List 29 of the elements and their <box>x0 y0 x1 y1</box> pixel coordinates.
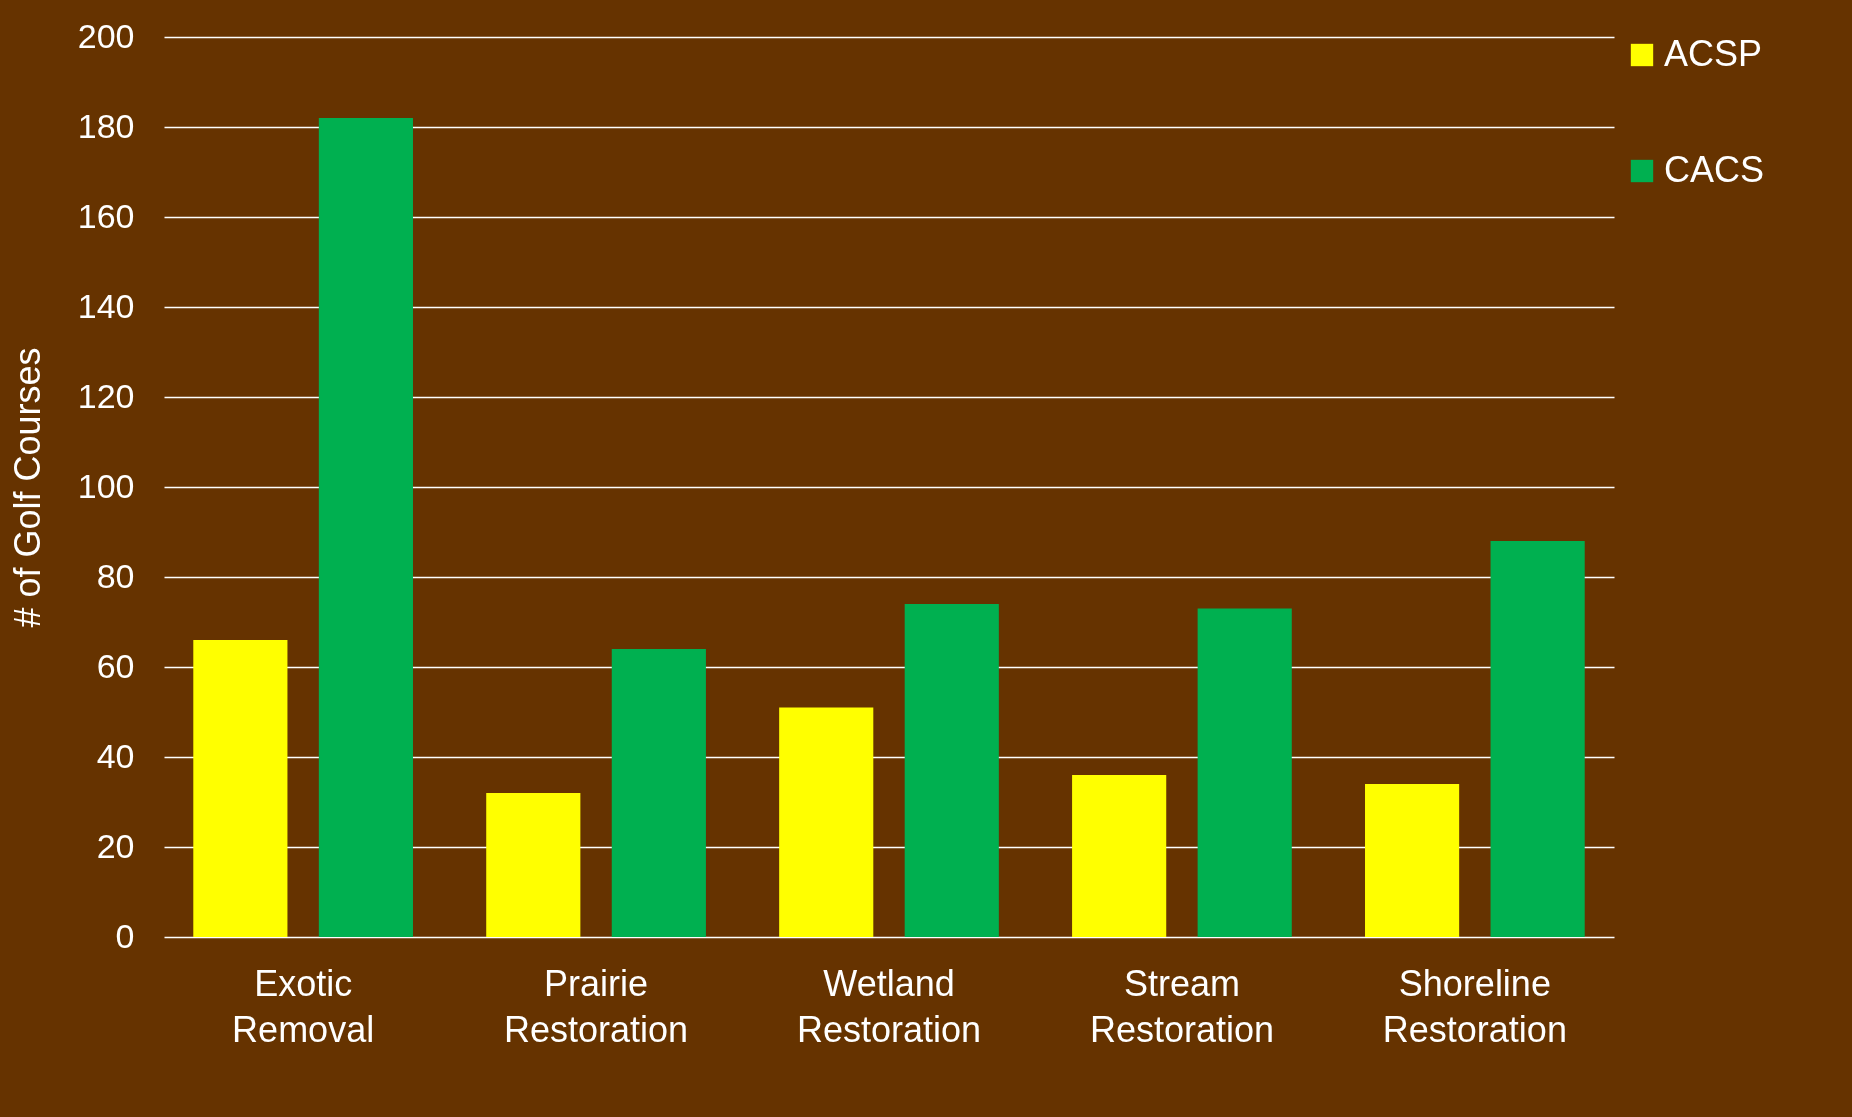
y-tick-label: 180 <box>77 106 135 145</box>
bar <box>1197 608 1292 937</box>
bar <box>611 649 706 937</box>
y-tick-label: 160 <box>77 196 135 235</box>
x-tick-label: Wetland Restoration <box>796 962 982 1050</box>
x-tick-label: Stream Restoration <box>1089 962 1274 1050</box>
y-tick-label: 20 <box>96 826 135 865</box>
x-tick-label: Exotic Removal <box>232 962 375 1050</box>
y-tick-label: 200 <box>77 16 135 55</box>
bar <box>904 604 999 937</box>
y-axis-title: # of Golf Courses <box>6 347 48 628</box>
y-tick-label: 40 <box>96 736 135 775</box>
y-tick-label: 100 <box>77 466 135 505</box>
bar <box>486 793 581 937</box>
y-tick-label: 80 <box>96 556 135 595</box>
x-tick-label: Shoreline Restoration <box>1382 962 1567 1050</box>
bar <box>1072 775 1167 937</box>
legend-label: CACS <box>1664 149 1765 190</box>
x-tick-label: Prairie Restoration <box>504 962 689 1050</box>
y-tick-label: 120 <box>77 376 135 415</box>
bar <box>779 707 874 937</box>
y-tick-label: 140 <box>77 286 135 325</box>
y-tick-label: 60 <box>96 646 135 685</box>
bar <box>318 118 413 937</box>
y-tick-label: 0 <box>115 916 135 955</box>
bar <box>193 640 288 937</box>
bar <box>1365 784 1460 937</box>
legend-label: ACSP <box>1664 33 1763 74</box>
bar <box>1490 541 1585 937</box>
